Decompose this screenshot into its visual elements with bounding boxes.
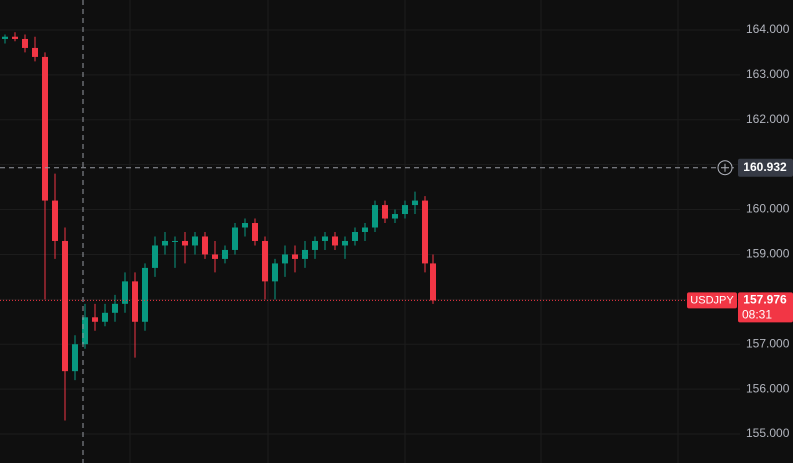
candle-body — [382, 205, 388, 219]
candle-body — [52, 200, 58, 241]
plus-icon — [721, 163, 729, 172]
candle-body — [422, 200, 428, 264]
candle-body — [202, 236, 208, 255]
symbol-label: USDJPY — [690, 294, 734, 306]
candle-body — [12, 36, 18, 39]
candle-body — [332, 236, 338, 246]
candle-body — [192, 236, 198, 246]
candle-body — [372, 205, 378, 228]
candle-body — [242, 223, 248, 228]
y-tick-label: 163.000 — [746, 67, 790, 81]
candle-body — [222, 249, 228, 259]
candle-body — [412, 200, 418, 206]
candle-body — [182, 240, 188, 246]
candle-body — [32, 47, 38, 57]
candle-body — [262, 240, 268, 282]
symbol-label-bg — [687, 292, 737, 309]
candle-body — [430, 263, 436, 301]
y-tick-label: 157.000 — [746, 336, 790, 350]
candle-body — [252, 223, 258, 241]
crosshair-price-bg — [738, 158, 793, 177]
last-price-bg — [738, 292, 793, 323]
y-tick-label: 155.000 — [746, 426, 790, 440]
candle-body — [172, 240, 178, 242]
candle-body — [212, 254, 218, 259]
candle-body — [362, 227, 368, 232]
candle-body — [302, 249, 308, 259]
candle-body — [392, 214, 398, 219]
candle-body — [282, 254, 288, 264]
candle-body — [142, 267, 148, 322]
candle-body — [112, 303, 118, 313]
y-tick-label: 159.000 — [746, 247, 790, 261]
candle-body — [342, 240, 348, 246]
y-tick-label: 156.000 — [746, 381, 790, 395]
candle-body — [292, 254, 298, 259]
candle-body — [2, 36, 8, 39]
candle-body — [42, 56, 48, 201]
candle-body — [272, 263, 278, 282]
candle-body — [312, 240, 318, 250]
candle-body — [72, 344, 78, 372]
candle-body — [352, 231, 358, 241]
candle-body — [122, 281, 128, 304]
candle-body — [132, 281, 138, 322]
candle-body — [322, 236, 328, 241]
time-grid — [129, 0, 679, 463]
candle-body — [162, 240, 168, 246]
countdown-label: 08:31 — [742, 308, 772, 322]
candle-body — [62, 240, 68, 372]
crosshair-price-label: 160.932 — [743, 160, 787, 174]
candle-body — [232, 227, 238, 250]
candle-body — [402, 205, 408, 215]
candle-body — [92, 317, 98, 322]
candle-body — [102, 312, 108, 322]
y-tick-label: 160.000 — [746, 202, 790, 216]
candle-body — [22, 38, 28, 48]
y-tick-label: 164.000 — [746, 22, 790, 36]
candle-body — [152, 245, 158, 268]
candle-body — [82, 317, 88, 345]
last-price-label: 157.976 — [743, 293, 787, 307]
y-tick-label: 162.000 — [746, 112, 790, 126]
